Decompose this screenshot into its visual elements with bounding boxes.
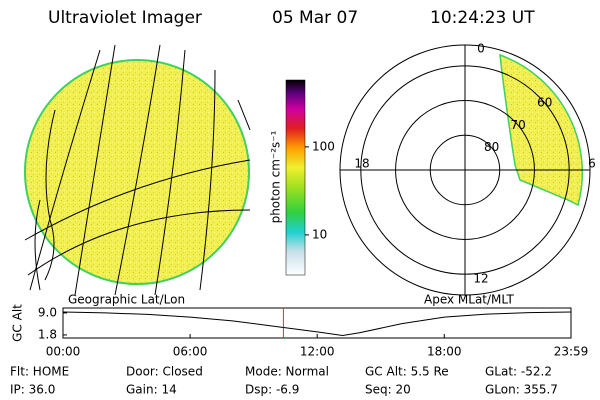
x-tick-label: 00:00 [46,345,81,359]
altitude-frame [62,307,572,339]
panel-label: Apex MLat/MLT [424,293,514,307]
title: Ultraviolet Imager [48,8,202,28]
lat-label: 70 [511,118,526,132]
date: 05 Mar 07 [272,8,358,28]
mlt-label: 18 [354,157,369,171]
mlt-label: 0 [477,42,485,56]
info-field: GLat: -52.2 [485,365,552,379]
altitude-label: GC Alt [11,304,25,342]
y-tick-label: 9.0 [38,305,57,319]
mlt-label: 6 [588,157,596,171]
x-tick-label: 23:59 [554,345,589,359]
polar-plot [339,44,591,296]
info-field: GC Alt: 5.5 Re [365,365,449,379]
lat-ring [395,100,535,240]
colorbar-tick-label: 10 [312,227,327,241]
colorbar [285,79,306,276]
mlt-label: 12 [473,272,488,286]
info-field: Flt: HOME [10,365,69,379]
lat-label: 60 [537,96,552,110]
colorbar-label: photon cm⁻²s⁻¹ [269,130,283,223]
info-field: IP: 36.0 [10,383,55,397]
lat-label: 80 [484,140,499,154]
info-field: Door: Closed [126,365,203,379]
colorbar-tick-label: 100 [312,139,335,153]
x-tick-label: 18:00 [427,345,462,359]
info-field: Mode: Normal [245,365,329,379]
x-tick-label: 06:00 [173,345,208,359]
info-field: Seq: 20 [365,383,411,397]
lat-ring [429,134,501,206]
info-field: GLon: 355.7 [485,383,558,397]
y-tick-label: 1.8 [38,327,57,341]
info-field: Gain: 14 [126,383,177,397]
time: 10:24:23 UT [430,8,535,28]
earth-image [24,45,251,295]
lat-ring [360,65,570,275]
panel-label: Geographic Lat/Lon [68,293,185,307]
info-field: Dsp: -6.9 [245,383,299,397]
x-tick-label: 12:00 [300,345,335,359]
altitude-line [62,311,572,337]
